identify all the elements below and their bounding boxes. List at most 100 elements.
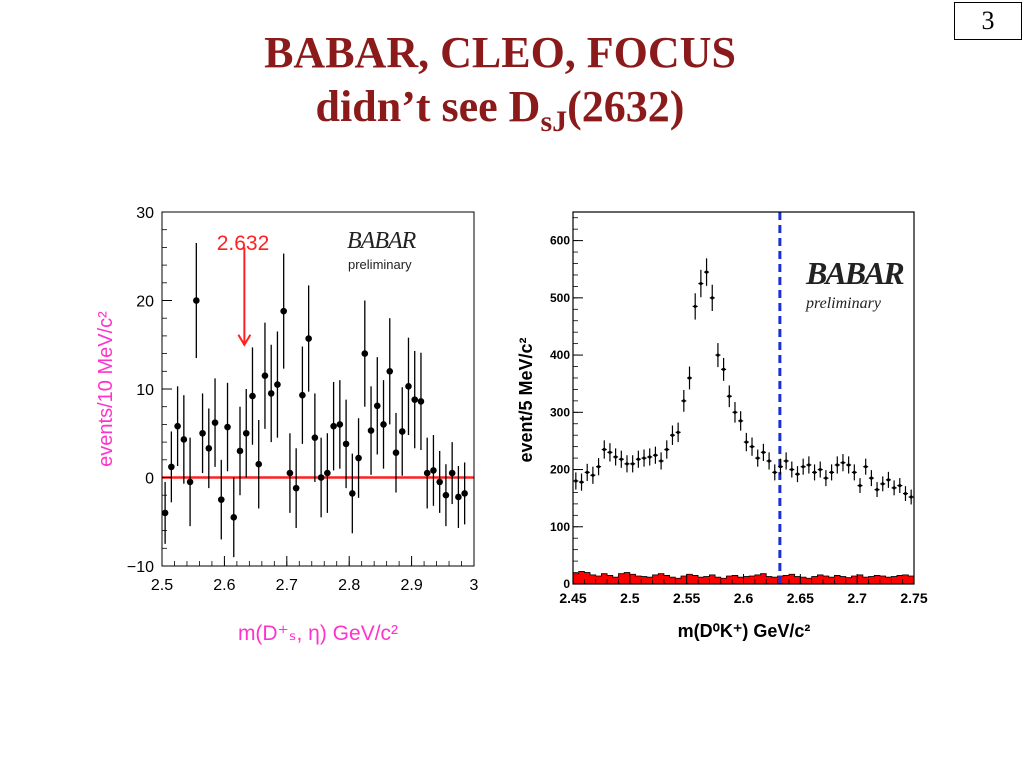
right-babar-logo: BABAR preliminary xyxy=(805,255,906,312)
right-data-point xyxy=(682,399,686,403)
right-data-point xyxy=(744,440,748,444)
left-data-point xyxy=(392,449,400,457)
left-data-point xyxy=(274,381,281,388)
left-data-point xyxy=(398,428,406,435)
right-data-point xyxy=(807,463,811,467)
right-data-point xyxy=(909,495,913,499)
left-data-point xyxy=(299,391,306,399)
right-data-point xyxy=(670,433,675,437)
right-x-tick-label: 2.7 xyxy=(847,590,867,606)
left-data-point xyxy=(330,422,337,430)
left-data-point xyxy=(292,484,300,492)
left-data-point xyxy=(186,478,194,486)
left-data-point xyxy=(311,434,319,441)
left-data-point xyxy=(455,493,462,501)
right-data-point xyxy=(869,476,873,480)
left-data-point xyxy=(411,396,419,403)
right-data-point xyxy=(687,376,692,380)
right-data-point xyxy=(801,465,805,469)
left-data-point xyxy=(442,491,450,499)
right-data-point xyxy=(614,455,618,459)
right-data-point xyxy=(847,463,851,467)
right-data-point xyxy=(693,304,697,309)
right-y-tick-label: 600 xyxy=(550,234,570,248)
title-line-2-subscript: sJ xyxy=(540,105,568,138)
right-data-point xyxy=(739,419,743,423)
left-data-point xyxy=(255,460,263,468)
left-annotation-arrow-head xyxy=(237,334,252,347)
right-data-point xyxy=(591,473,595,477)
right-x-tick-label: 2.5 xyxy=(620,590,640,606)
right-data-point xyxy=(602,447,606,452)
left-y-tick-label: 30 xyxy=(136,205,154,222)
left-data-point xyxy=(417,398,425,405)
left-data-points xyxy=(161,242,474,558)
left-y-tick-label: 0 xyxy=(145,471,154,488)
left-x-tick-label: 2.8 xyxy=(338,577,360,594)
right-data-point xyxy=(881,482,885,486)
right-data-point xyxy=(648,455,652,459)
left-data-point xyxy=(423,469,431,477)
right-data-point xyxy=(886,478,891,482)
left-logo-preliminary: preliminary xyxy=(348,257,412,272)
right-data-points xyxy=(573,212,914,584)
right-data-point xyxy=(829,470,834,474)
right-x-tick-label: 2.45 xyxy=(559,590,586,606)
left-data-point xyxy=(386,368,394,375)
right-data-point xyxy=(767,459,771,463)
right-data-point xyxy=(892,486,896,490)
left-data-point xyxy=(405,383,412,390)
left-data-point xyxy=(193,297,200,304)
left-data-point xyxy=(249,392,256,400)
right-data-point xyxy=(778,465,783,469)
right-y-tick-label: 0 xyxy=(563,577,570,591)
right-data-point xyxy=(824,476,828,480)
right-data-point xyxy=(727,394,731,398)
left-data-point xyxy=(242,429,250,437)
right-data-point xyxy=(710,296,714,300)
left-x-tick-label: 2.9 xyxy=(400,577,422,594)
right-data-point xyxy=(579,480,584,484)
right-data-point xyxy=(852,470,856,474)
title-line-2-suffix: (2632) xyxy=(567,82,685,131)
right-data-point xyxy=(903,491,908,496)
right-y-axis-label: event/5 MeV/c² xyxy=(516,337,536,462)
right-data-point xyxy=(756,456,760,460)
right-logo-preliminary: preliminary xyxy=(805,295,882,312)
right-logo-text: BABAR xyxy=(805,255,904,291)
left-data-point xyxy=(436,478,443,486)
right-data-point xyxy=(790,467,794,472)
right-data-point xyxy=(835,463,839,467)
right-y-tick-label: 500 xyxy=(550,291,570,305)
left-y-tick-label: 10 xyxy=(136,382,154,399)
right-data-point xyxy=(642,456,646,460)
right-data-point xyxy=(722,367,726,371)
right-data-point xyxy=(858,483,862,488)
left-data-point xyxy=(224,423,231,431)
right-data-point xyxy=(864,465,868,469)
right-data-point xyxy=(631,462,635,466)
left-axis-ticks: 2.5 2.6 2.7 2.8 2.9 3 −10 0 10 20 30 xyxy=(127,205,479,594)
title-line-2-prefix: didn’t see D xyxy=(315,82,541,131)
right-data-point xyxy=(795,472,800,476)
right-x-tick-label: 2.6 xyxy=(734,590,754,606)
right-data-point xyxy=(898,483,902,488)
right-data-point xyxy=(750,445,754,449)
right-data-point xyxy=(625,462,629,466)
right-x-tick-label: 2.75 xyxy=(900,590,927,606)
right-y-tick-label: 400 xyxy=(550,348,570,362)
right-data-point xyxy=(665,447,669,452)
left-data-point xyxy=(180,436,188,443)
left-data-point xyxy=(261,372,269,380)
right-y-tick-label: 200 xyxy=(550,463,570,477)
right-data-point xyxy=(716,353,720,357)
left-babar-logo: BABAR preliminary xyxy=(347,228,418,272)
left-data-point xyxy=(380,421,387,428)
right-data-point xyxy=(773,470,777,474)
left-data-point xyxy=(230,514,238,521)
left-annotation-label: 2.632 xyxy=(217,232,270,255)
right-x-tick-label: 2.55 xyxy=(673,590,700,606)
page-number: 3 xyxy=(954,2,1022,40)
